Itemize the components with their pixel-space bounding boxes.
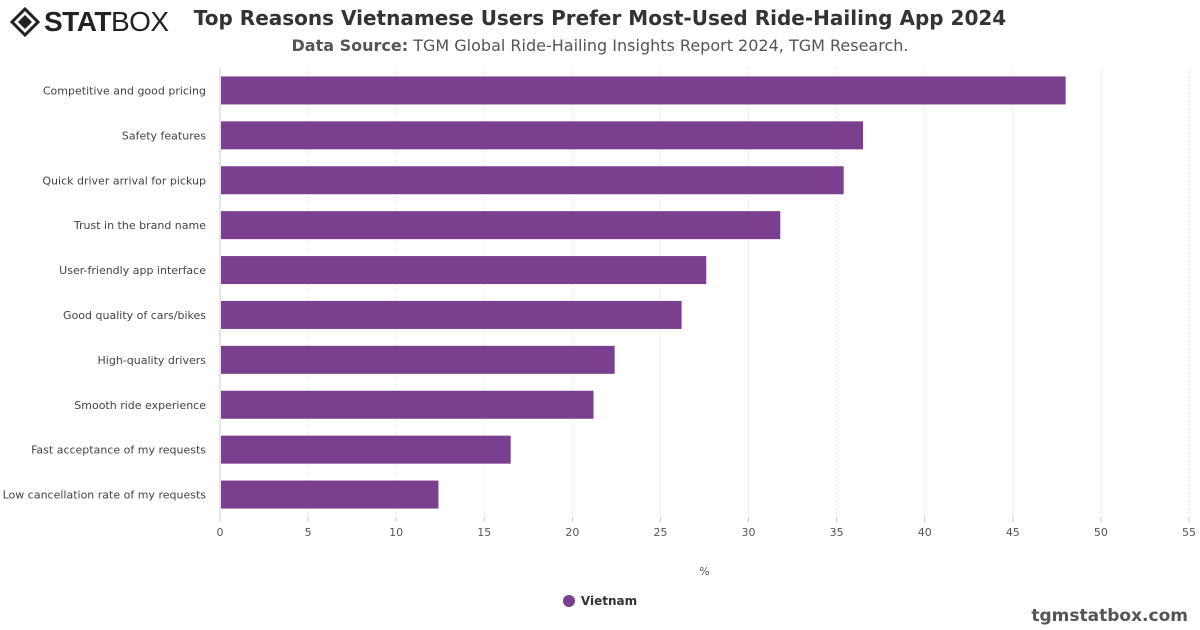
- statbox-logo: STATBOX: [10, 6, 169, 38]
- x-tick-label: 0: [217, 526, 224, 539]
- x-tick-label: 50: [1094, 526, 1108, 539]
- x-tick-label: 20: [565, 526, 579, 539]
- x-tick-label: 30: [742, 526, 756, 539]
- watermark: tgmstatbox.com: [1031, 606, 1188, 626]
- category-label: Good quality of cars/bikes: [63, 309, 206, 322]
- bar: [221, 256, 707, 285]
- bar: [221, 390, 594, 419]
- x-tick-label: 25: [653, 526, 667, 539]
- chart-title: Top Reasons Vietnamese Users Prefer Most…: [193, 6, 1007, 30]
- x-tick-label: 35: [830, 526, 844, 539]
- category-label: Fast acceptance of my requests: [31, 444, 206, 457]
- x-tick-label: 10: [389, 526, 403, 539]
- logo-text-bold: STAT: [44, 6, 111, 37]
- category-label: Low cancellation rate of my requests: [3, 489, 207, 502]
- category-label: Smooth ride experience: [74, 399, 206, 412]
- x-tick-label: 40: [918, 526, 932, 539]
- chart-subtitle: Data Source: TGM Global Ride-Hailing Ins…: [0, 36, 1200, 55]
- bar: [221, 435, 511, 464]
- x-tick-label: 45: [1006, 526, 1020, 539]
- category-label: Safety features: [122, 129, 206, 142]
- category-label: User-friendly app interface: [59, 264, 206, 277]
- bar: [221, 121, 864, 150]
- statbox-diamond-icon: [10, 7, 40, 37]
- category-label: High-quality drivers: [98, 354, 207, 367]
- x-axis-label: %: [699, 565, 709, 578]
- legend-label: Vietnam: [580, 594, 638, 608]
- x-tick-label: 55: [1182, 526, 1196, 539]
- bar: [221, 211, 781, 240]
- bar: [221, 166, 844, 195]
- legend-marker: [562, 595, 575, 607]
- bar: [221, 345, 615, 374]
- category-label: Trust in the brand name: [73, 219, 206, 232]
- category-label: Competitive and good pricing: [43, 84, 206, 97]
- x-tick-label: 15: [477, 526, 491, 539]
- x-tick-label: 5: [305, 526, 312, 539]
- bar: [221, 480, 439, 509]
- bar: [221, 76, 1066, 105]
- bar: [221, 300, 682, 329]
- legend[interactable]: Vietnam: [0, 594, 1200, 608]
- category-label: Quick driver arrival for pickup: [42, 174, 206, 187]
- logo-text-light: BOX: [110, 6, 169, 37]
- subtitle-source: TGM Global Ride-Hailing Insights Report …: [413, 36, 909, 55]
- subtitle-label: Data Source:: [291, 36, 409, 55]
